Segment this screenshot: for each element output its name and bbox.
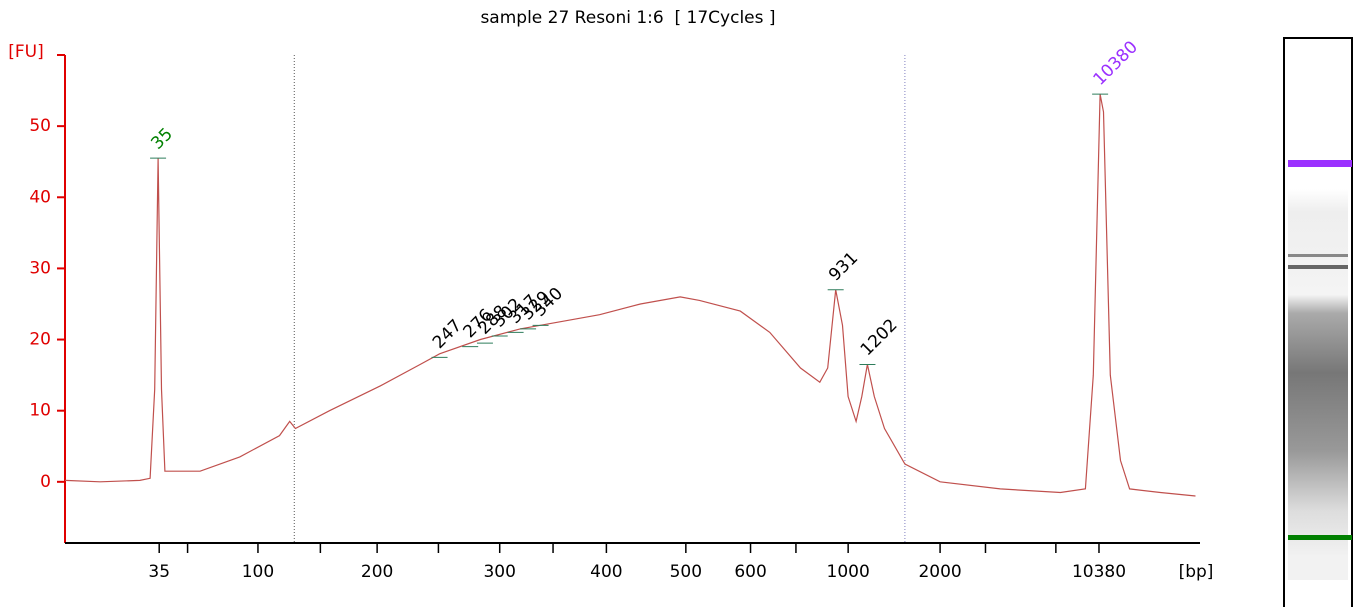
x-tick-label: 300 [483,562,515,582]
x-tick-label: 200 [361,562,393,582]
y-tick-label: 30 [29,258,51,278]
x-tick-label: 100 [242,562,274,582]
x-tick-label: 1000 [827,562,870,582]
peak-label: 931 [825,248,862,285]
x-tick-label: 10380 [1072,562,1126,582]
x-tick-label: 2000 [918,562,961,582]
x-tick-label: 500 [670,562,702,582]
x-tick-label: 400 [590,562,622,582]
x-tick-label: 600 [734,562,766,582]
peak-label: 35 [147,124,176,153]
chart-title: sample 27 Resoni 1:6 [ 17Cycles ] [480,8,775,28]
trace [64,93,1196,497]
y-tick-label: 40 [29,187,51,207]
y-tick-label: 20 [29,330,51,350]
peak-label: 247 [429,316,466,353]
y-tick-label: 0 [40,472,51,492]
x-tick-label: 35 [148,562,170,582]
y-tick-label: 50 [29,116,51,136]
peak-label: 10380 [1090,37,1142,89]
y-axis-label: [FU] [8,42,44,62]
gel-lane [1283,37,1353,607]
peak-label: 1202 [857,315,902,360]
x-axis-label: [bp] [1179,562,1214,582]
y-tick-label: 10 [29,401,51,421]
